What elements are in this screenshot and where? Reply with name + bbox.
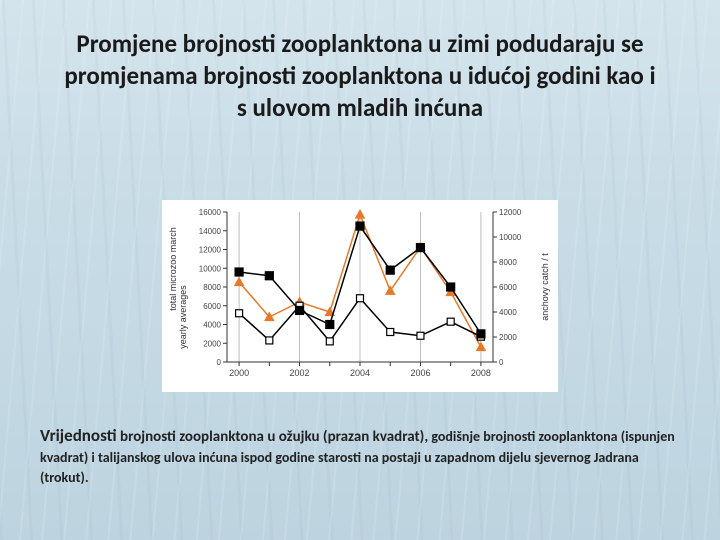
svg-text:2006: 2006 — [410, 368, 430, 378]
svg-text:8000: 8000 — [499, 258, 517, 267]
svg-text:2000: 2000 — [499, 333, 517, 342]
svg-text:yearly averages: yearly averages — [178, 285, 188, 349]
chart-panel: 2000 2002 2004 2006 2008 0 2000 4000 6000 8000 100… — [162, 200, 558, 392]
caption-lead: Vrijednosti — [40, 425, 117, 446]
svg-text:10000: 10000 — [199, 264, 222, 273]
svg-text:0: 0 — [217, 358, 222, 367]
svg-text:8000: 8000 — [203, 283, 221, 292]
svg-text:2000: 2000 — [229, 368, 249, 378]
svg-text:10000: 10000 — [499, 233, 522, 242]
svg-text:total microzoo march: total microzoo march — [168, 227, 178, 311]
svg-text:12000: 12000 — [199, 246, 222, 255]
svg-text:16000: 16000 — [199, 208, 222, 217]
svg-text:2008: 2008 — [471, 368, 491, 378]
svg-text:2000: 2000 — [203, 339, 221, 348]
caption-body: brojnosti zooplanktona u ožujku (prazan … — [40, 428, 675, 487]
svg-text:12000: 12000 — [499, 208, 522, 217]
svg-text:6000: 6000 — [203, 302, 221, 311]
caption: Vrijednosti brojnosti zooplanktona u ožu… — [40, 425, 680, 488]
svg-text:2004: 2004 — [350, 368, 370, 378]
slide-title: Promjene brojnosti zooplanktona u zimi p… — [60, 28, 660, 124]
svg-text:anchovy catch / t: anchovy catch / t — [540, 253, 550, 321]
svg-text:0: 0 — [499, 358, 504, 367]
svg-text:4000: 4000 — [499, 308, 517, 317]
svg-text:2002: 2002 — [290, 368, 310, 378]
svg-text:4000: 4000 — [203, 321, 221, 330]
svg-text:6000: 6000 — [499, 283, 517, 292]
chart-svg: 2000 2002 2004 2006 2008 0 2000 4000 6000 8000 100… — [162, 200, 558, 392]
svg-text:14000: 14000 — [199, 227, 222, 236]
